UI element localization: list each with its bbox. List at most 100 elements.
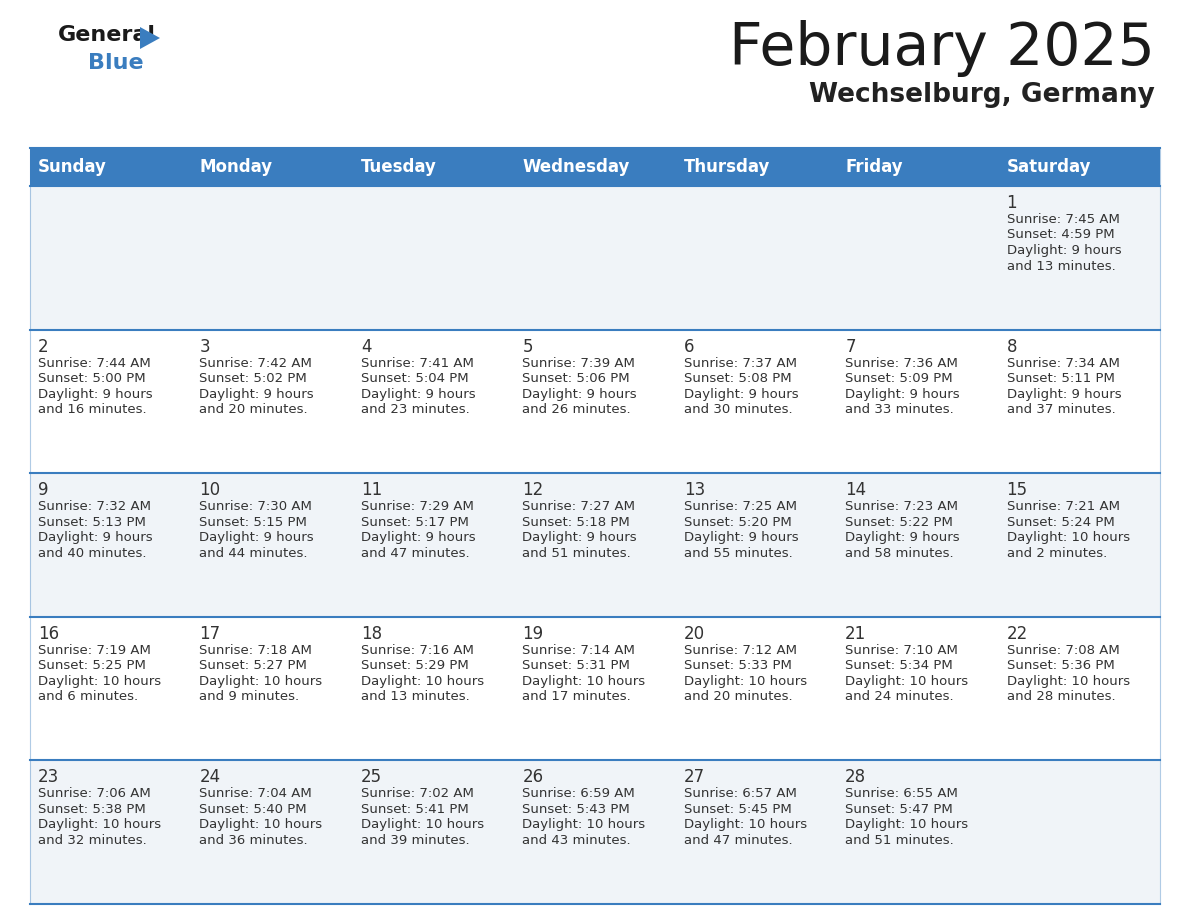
Text: Daylight: 9 hours: Daylight: 9 hours [523,532,637,544]
Text: and 30 minutes.: and 30 minutes. [684,403,792,416]
Text: Sunset: 5:27 PM: Sunset: 5:27 PM [200,659,308,672]
Text: Daylight: 9 hours: Daylight: 9 hours [361,532,475,544]
Text: 2: 2 [38,338,49,355]
Bar [191,760,353,904]
Text: Daylight: 10 hours: Daylight: 10 hours [523,819,645,832]
Text: Sunset: 5:18 PM: Sunset: 5:18 PM [523,516,630,529]
Text: and 55 minutes.: and 55 minutes. [684,547,792,560]
Text: Daylight: 10 hours: Daylight: 10 hours [684,819,807,832]
Bar [30,473,191,617]
Text: Daylight: 10 hours: Daylight: 10 hours [200,675,323,688]
Text: Sunset: 5:43 PM: Sunset: 5:43 PM [523,803,630,816]
Text: Sunrise: 7:19 AM: Sunrise: 7:19 AM [38,644,151,656]
Text: Sunset: 5:38 PM: Sunset: 5:38 PM [38,803,146,816]
Bar [838,186,999,330]
Text: Sunset: 5:06 PM: Sunset: 5:06 PM [523,372,630,385]
Text: 5: 5 [523,338,532,355]
Bar [30,330,191,473]
Text: Sunrise: 7:04 AM: Sunrise: 7:04 AM [200,788,312,800]
Bar [999,186,1159,330]
Bar [514,330,676,473]
Text: and 13 minutes.: and 13 minutes. [361,690,469,703]
Text: Daylight: 9 hours: Daylight: 9 hours [361,387,475,400]
Text: 18: 18 [361,625,383,643]
Bar [353,186,514,330]
Text: and 37 minutes.: and 37 minutes. [1006,403,1116,416]
Text: and 20 minutes.: and 20 minutes. [200,403,308,416]
Text: Sunrise: 7:12 AM: Sunrise: 7:12 AM [684,644,797,656]
Text: and 40 minutes.: and 40 minutes. [38,547,146,560]
Bar [514,473,676,617]
Text: Sunrise: 7:06 AM: Sunrise: 7:06 AM [38,788,151,800]
Text: 10: 10 [200,481,221,499]
Bar [191,617,353,760]
Text: Sunrise: 7:21 AM: Sunrise: 7:21 AM [1006,500,1119,513]
Text: 14: 14 [845,481,866,499]
Text: and 16 minutes.: and 16 minutes. [38,403,146,416]
Text: Monday: Monday [200,158,272,176]
Bar [191,186,353,330]
Bar [838,330,999,473]
Text: Daylight: 10 hours: Daylight: 10 hours [361,819,484,832]
Bar [514,617,676,760]
Text: Sunday: Sunday [38,158,107,176]
Text: and 33 minutes.: and 33 minutes. [845,403,954,416]
Text: Sunset: 4:59 PM: Sunset: 4:59 PM [1006,229,1114,241]
Text: Saturday: Saturday [1006,158,1091,176]
Text: 23: 23 [38,768,59,787]
Bar [514,186,676,330]
Bar [191,330,353,473]
Bar [838,760,999,904]
Text: and 44 minutes.: and 44 minutes. [200,547,308,560]
Text: Sunrise: 7:27 AM: Sunrise: 7:27 AM [523,500,636,513]
Text: Sunset: 5:31 PM: Sunset: 5:31 PM [523,659,630,672]
Text: Sunrise: 7:16 AM: Sunrise: 7:16 AM [361,644,474,656]
Text: and 6 minutes.: and 6 minutes. [38,690,138,703]
Text: Sunset: 5:41 PM: Sunset: 5:41 PM [361,803,468,816]
Text: General: General [58,25,156,45]
Text: Sunrise: 6:55 AM: Sunrise: 6:55 AM [845,788,958,800]
Text: 7: 7 [845,338,855,355]
Text: February 2025: February 2025 [729,20,1155,77]
Text: Sunrise: 7:25 AM: Sunrise: 7:25 AM [684,500,797,513]
Text: 19: 19 [523,625,543,643]
Text: 24: 24 [200,768,221,787]
Text: Sunrise: 7:41 AM: Sunrise: 7:41 AM [361,356,474,370]
Text: Sunrise: 7:30 AM: Sunrise: 7:30 AM [200,500,312,513]
Text: 13: 13 [684,481,704,499]
Text: Sunrise: 7:02 AM: Sunrise: 7:02 AM [361,788,474,800]
Text: Sunset: 5:25 PM: Sunset: 5:25 PM [38,659,146,672]
Text: Daylight: 10 hours: Daylight: 10 hours [845,675,968,688]
Text: Daylight: 10 hours: Daylight: 10 hours [38,819,162,832]
Text: Sunrise: 7:29 AM: Sunrise: 7:29 AM [361,500,474,513]
Text: and 28 minutes.: and 28 minutes. [1006,690,1116,703]
Text: Daylight: 9 hours: Daylight: 9 hours [845,532,960,544]
Text: Blue: Blue [88,53,144,73]
Bar [353,473,514,617]
Bar [30,760,191,904]
Text: Daylight: 10 hours: Daylight: 10 hours [200,819,323,832]
Bar [838,617,999,760]
Bar [676,473,838,617]
Bar [676,186,838,330]
Text: and 39 minutes.: and 39 minutes. [361,834,469,847]
Text: Daylight: 10 hours: Daylight: 10 hours [38,675,162,688]
Text: Daylight: 9 hours: Daylight: 9 hours [200,387,314,400]
Text: Tuesday: Tuesday [361,158,437,176]
Text: Daylight: 10 hours: Daylight: 10 hours [1006,532,1130,544]
Text: Sunset: 5:24 PM: Sunset: 5:24 PM [1006,516,1114,529]
Text: Daylight: 10 hours: Daylight: 10 hours [845,819,968,832]
Text: 17: 17 [200,625,221,643]
Text: Daylight: 10 hours: Daylight: 10 hours [1006,675,1130,688]
Text: and 32 minutes.: and 32 minutes. [38,834,147,847]
Text: 9: 9 [38,481,49,499]
Polygon shape [140,27,160,49]
Text: 16: 16 [38,625,59,643]
Text: and 36 minutes.: and 36 minutes. [200,834,308,847]
Text: 6: 6 [684,338,694,355]
Text: Daylight: 10 hours: Daylight: 10 hours [523,675,645,688]
Text: Daylight: 10 hours: Daylight: 10 hours [684,675,807,688]
Text: Sunset: 5:15 PM: Sunset: 5:15 PM [200,516,308,529]
Bar [676,617,838,760]
Text: Sunset: 5:17 PM: Sunset: 5:17 PM [361,516,469,529]
